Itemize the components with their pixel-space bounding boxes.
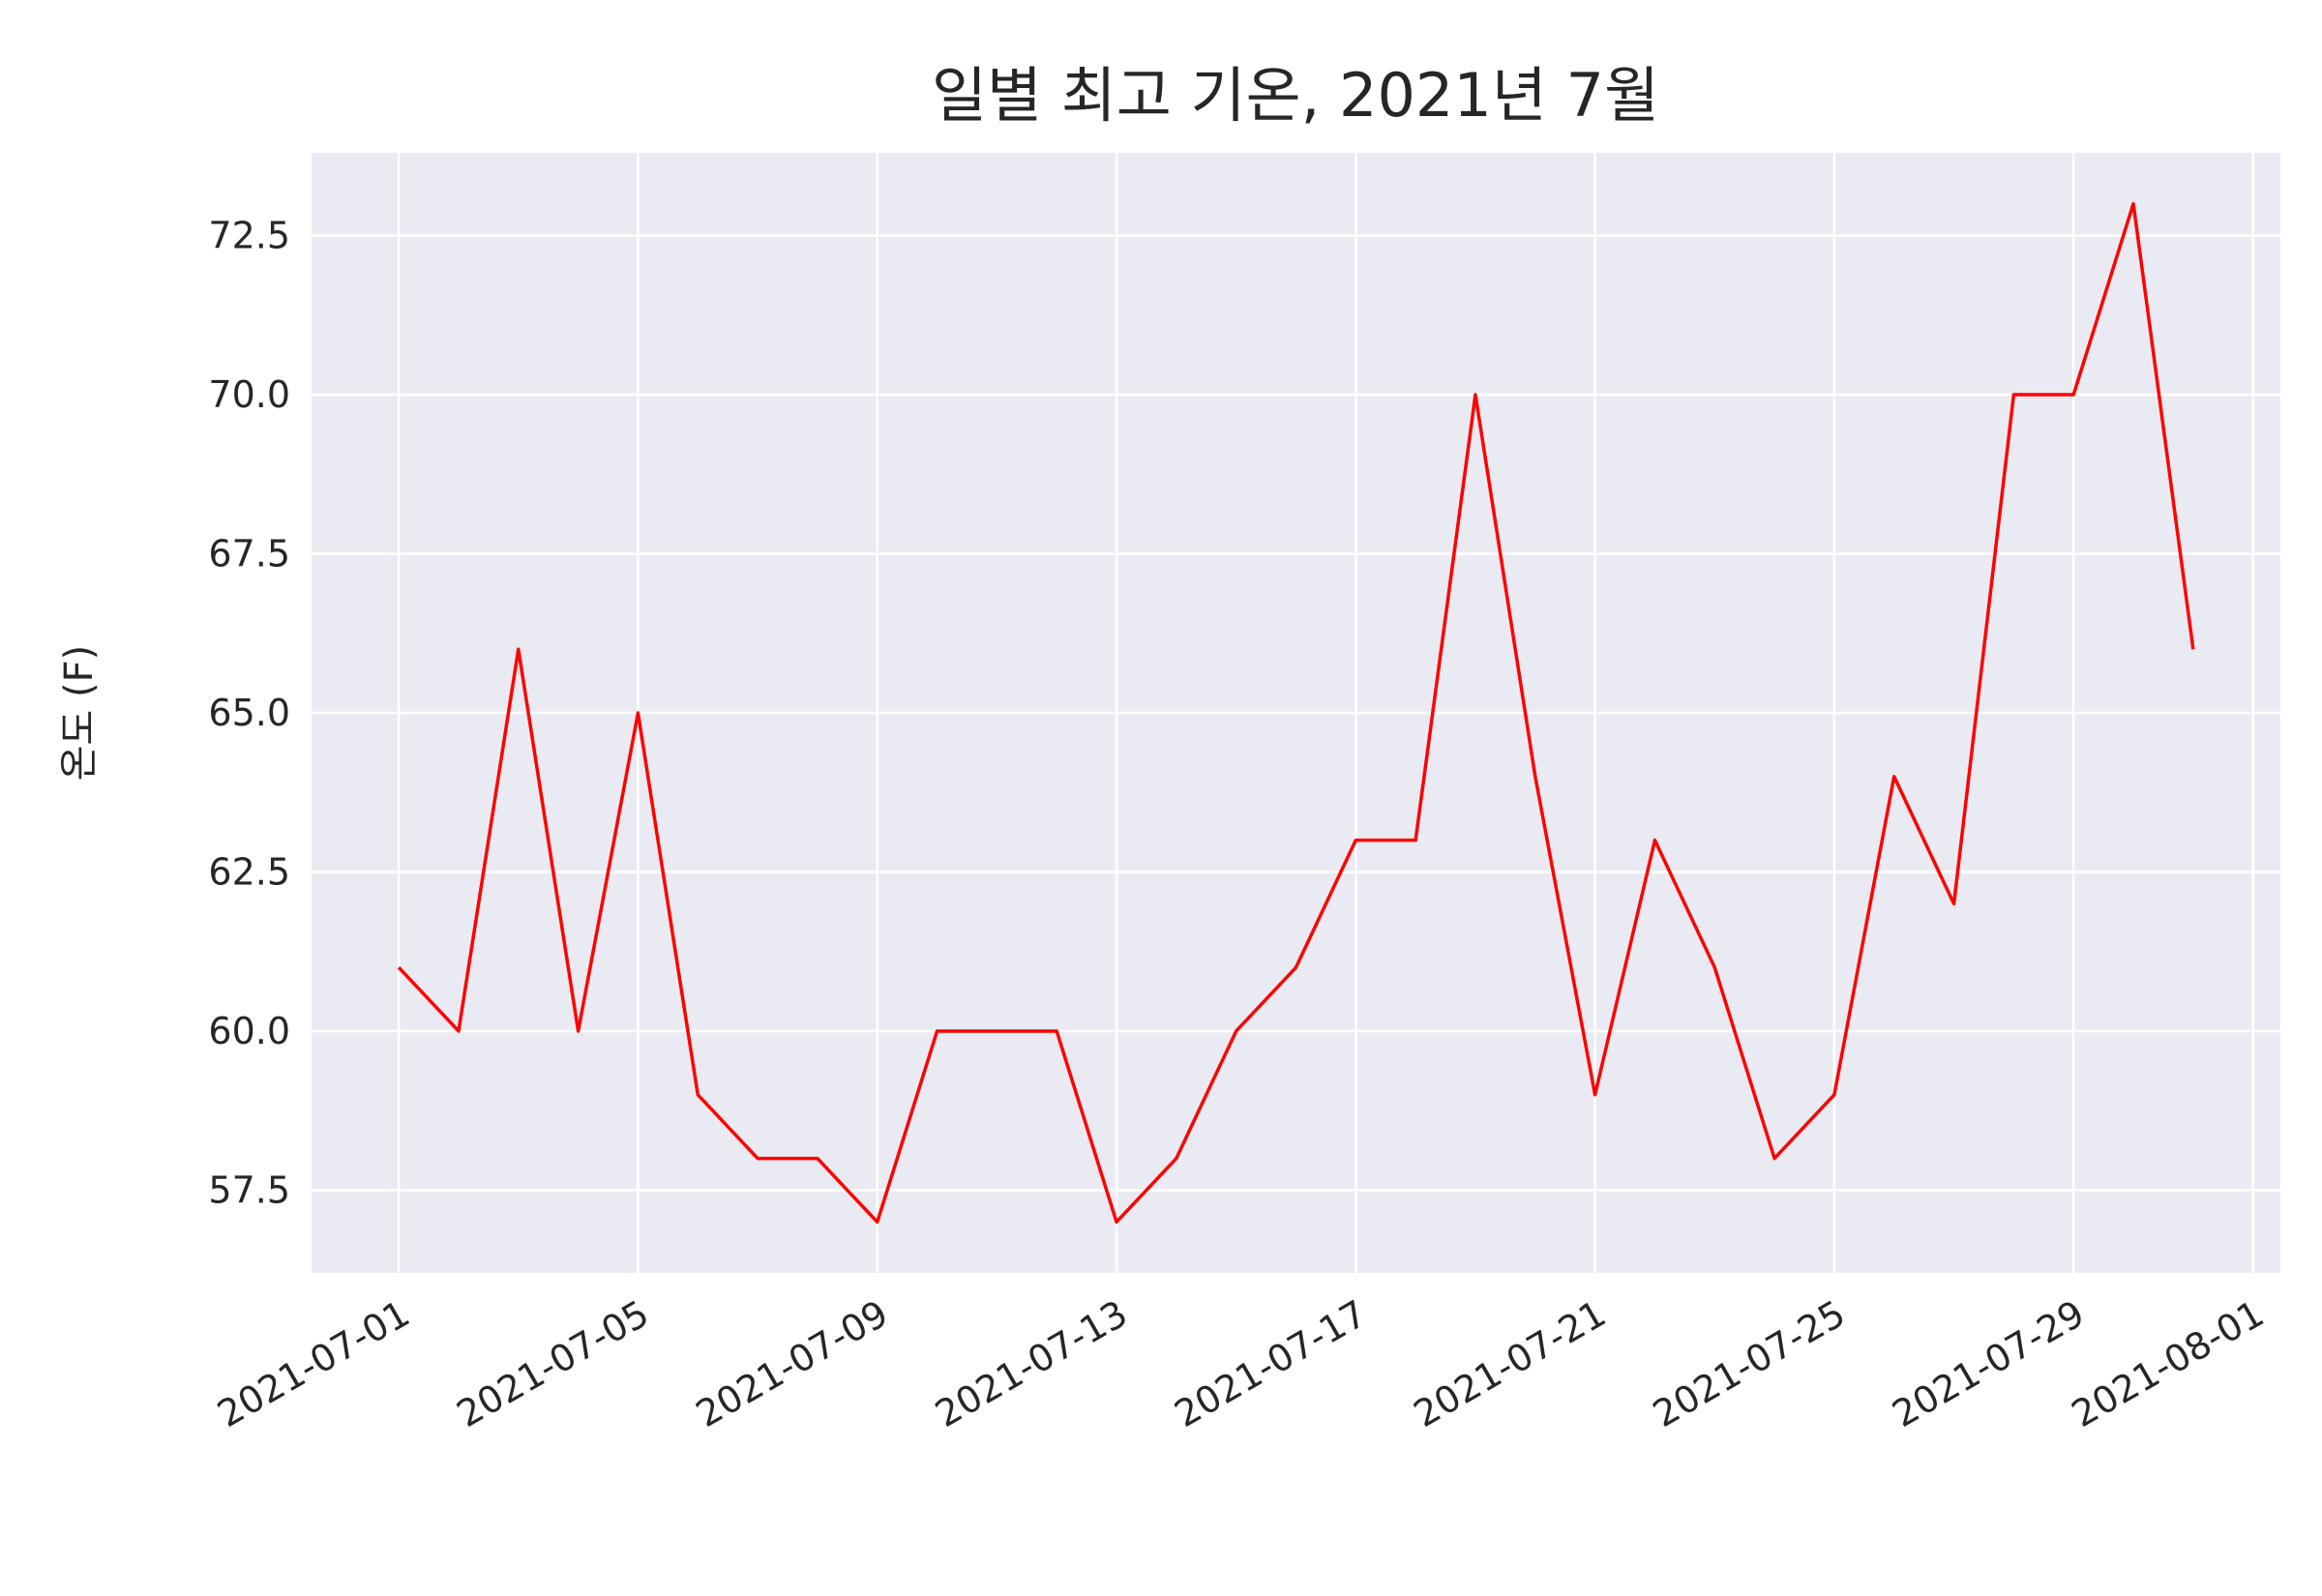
x-tick-label: 2021-07-29 [1885,1292,2091,1436]
series-group [397,201,2195,1225]
x-tick-label: 2021-08-01 [2065,1292,2271,1436]
x-tick-label: 2021-07-21 [1407,1292,1613,1436]
y-tick-label: 72.5 [208,215,290,257]
x-tick-label: 2021-07-01 [210,1292,416,1436]
x-tick-label: 2021-07-05 [450,1292,656,1436]
y-tick-label: 70.0 [208,373,290,416]
x-tick-label: 2021-07-17 [1168,1292,1374,1436]
y-tick-label: 60.0 [208,1010,290,1052]
y-tick-label: 65.0 [208,692,290,734]
chart-title: 일별 최고 기온, 2021년 7월 [932,60,1659,131]
y-axis: 57.5 60.0 62.5 65.0 67.5 70.0 72.5 [208,215,290,1212]
y-tick-label: 67.5 [208,533,290,576]
grid [312,153,2280,1273]
y-axis-label: 온도 (F) [57,645,102,782]
x-tick-label: 2021-07-09 [689,1292,895,1436]
y-tick-label: 57.5 [208,1168,290,1211]
x-axis: 2021-07-01 2021-07-05 2021-07-09 2021-07-13… [210,1292,2271,1436]
x-tick-label: 2021-07-13 [928,1292,1134,1436]
y-tick-label: 62.5 [208,850,290,893]
x-tick-label: 2021-07-25 [1646,1292,1852,1436]
